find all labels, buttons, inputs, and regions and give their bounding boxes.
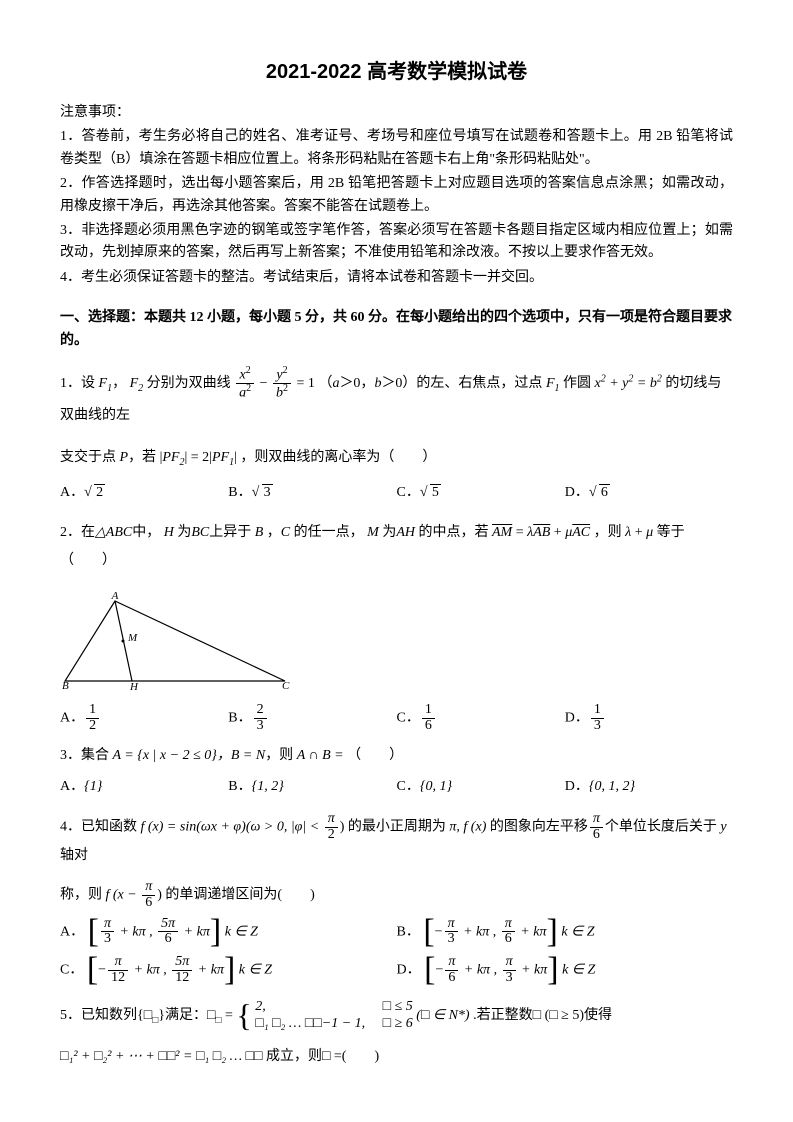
q5-conds: □ ≤ 5 □ ≥ 6 (383, 999, 413, 1033)
q3-choice-a: A．{1} (60, 776, 228, 798)
question-2: 2．在△ABC中， H 为BC上异于 B ，C 的任一点， M 为AH 的中点，… (60, 519, 733, 575)
q4-choice-b: B． [−π3 + kπ , π6 + kπ] k ∈ Z (397, 917, 734, 947)
q2-choices: A．12 B．23 C．16 D．13 (60, 703, 733, 733)
page-title: 2021-2022 高考数学模拟试卷 (60, 56, 733, 88)
q1-text4: 作圆 (563, 376, 591, 391)
q4-choice-a: A． [π3 + kπ , 5π6 + kπ] k ∈ Z (60, 917, 397, 947)
question-4-line2: 称，则 f (x − π6) 的单调递增区间为( ) (60, 880, 733, 910)
q1-F1b: F1 (546, 376, 560, 391)
vec-AM: AM (492, 525, 512, 540)
q1-choice-c: C．5 (397, 482, 565, 504)
q3-choice-d: D．{0, 1, 2} (565, 776, 733, 798)
q1-PF1: PF1 (212, 450, 234, 465)
q1-F2: F2 (130, 376, 144, 391)
q1-text2: 分别为双曲线 (147, 376, 231, 391)
q5-cases: 2, □₁ □₂ … □□−1 − 1, (255, 999, 365, 1033)
q1-eq1: = 1 (297, 376, 315, 391)
label-H: H (129, 681, 139, 691)
q4-choices-row2: C． [−π12 + kπ , 5π12 + kπ] k ∈ Z D． [−π6… (60, 955, 733, 985)
question-3: 3．集合 A = {x | x − 2 ≤ 0}，B = N，则 A ∩ B =… (60, 742, 733, 770)
q1-text: 1．设 (60, 376, 95, 391)
question-1-line2: 支交于点 P，若 |PF2| = 2|PF1| ，则双曲线的离心率为（ ） (60, 444, 733, 473)
q4-choice-c: C． [−π12 + kπ , 5π12 + kπ] k ∈ Z (60, 955, 397, 985)
q3-choices: A．{1} B．{1, 2} C．{0, 1} D．{0, 1, 2} (60, 776, 733, 798)
label-A: A (111, 591, 119, 602)
question-5-line2: □₁² + □₂² + ⋯ + □□² = □₁ □₂ … □□ 成立，则□ =… (60, 1043, 733, 1071)
label-B: B (62, 680, 69, 691)
label-M: M (127, 632, 138, 644)
q2-choice-a: A．12 (60, 703, 228, 733)
q1-PF2: PF2 (162, 450, 184, 465)
q3-choice-b: B．{1, 2} (228, 776, 396, 798)
point-M (122, 639, 125, 642)
q2-choice-b: B．23 (228, 703, 396, 733)
q1-circle: x2 + y2 = b2 (595, 376, 662, 391)
q1-frac2: y2b2 (273, 366, 291, 402)
triangle-outline (65, 601, 285, 681)
q1-choices: A．2 B．3 C．5 D．6 (60, 482, 733, 504)
label-C: C (282, 680, 290, 691)
q4-choices-row1: A． [π3 + kπ , 5π6 + kπ] k ∈ Z B． [−π3 + … (60, 917, 733, 947)
notice-1: 1．答卷前，考生务必将自己的姓名、准考证号、考场号和座位号填写在试题卷和答题卡上… (60, 126, 733, 171)
triangle-figure: A B C H M (60, 591, 290, 691)
notice-2: 2．作答选择题时，选出每小题答案后，用 2B 铅笔把答题卡上对应题目选项的答案信… (60, 173, 733, 218)
notice-header: 注意事项： (60, 102, 733, 124)
vec-AB: AB (533, 525, 550, 540)
q1-choice-b: B．3 (228, 482, 396, 504)
q3-choice-c: C．{0, 1} (397, 776, 565, 798)
q1-F1: F1 (99, 376, 113, 391)
question-4: 4．已知函数 f (x) = sin(ωx + φ)(ω > 0, |φ| < … (60, 812, 733, 870)
section-1-header: 一、选择题：本题共 12 小题，每小题 5 分，共 60 分。在每小题给出的四个… (60, 307, 733, 352)
notice-3: 3．非选择题必须用黑色字迹的钢笔或签字笔作答，答案必须写在答题卡各题目指定区域内… (60, 220, 733, 265)
q1-text3: （ (318, 376, 332, 391)
q1-choice-d: D．6 (565, 482, 733, 504)
notice-4: 4．考生必须保证答题卡的整洁。考试结束后，请将本试卷和答题卡一并交回。 (60, 267, 733, 289)
question-1: 1．设 F1， F2 分别为双曲线 x2a2 − y2b2 = 1 （a＞0，b… (60, 366, 733, 430)
question-5: 5．已知数列{□□}满足：□□ = { 2, □₁ □₂ … □□−1 − 1,… (60, 999, 733, 1033)
q1-frac1: x2a2 (236, 366, 254, 402)
vec-AC: AC (572, 525, 590, 540)
q4-choice-d: D． [−π6 + kπ , π3 + kπ] k ∈ Z (397, 955, 734, 985)
q2-choice-d: D．13 (565, 703, 733, 733)
q1-choice-a: A．2 (60, 482, 228, 504)
q2-choice-c: C．16 (397, 703, 565, 733)
